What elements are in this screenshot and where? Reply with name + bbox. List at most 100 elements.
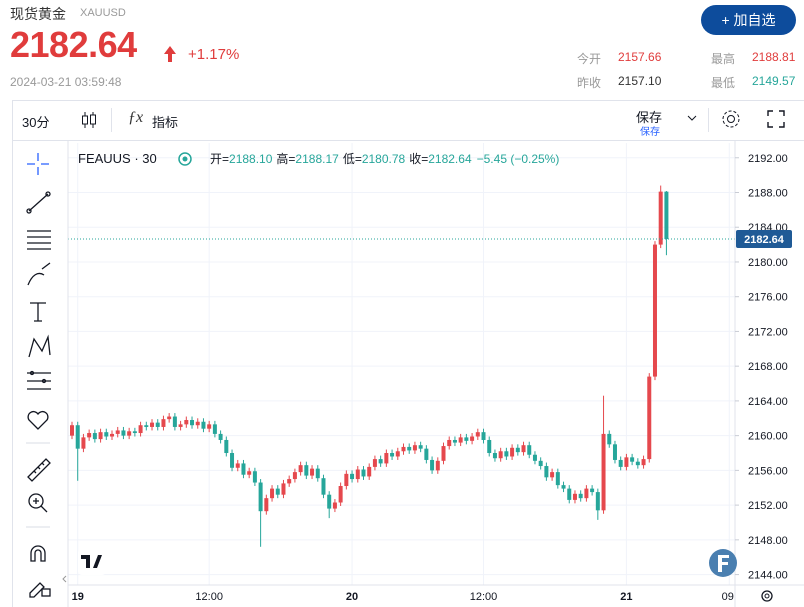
brush-tool[interactable] bbox=[27, 262, 51, 286]
candle-body bbox=[544, 466, 549, 478]
candle-body bbox=[98, 432, 103, 440]
candle-body bbox=[218, 433, 223, 440]
candle-body bbox=[264, 498, 269, 512]
candle-body bbox=[378, 459, 383, 464]
candle-body bbox=[298, 465, 303, 473]
candle-body bbox=[395, 451, 400, 457]
legend-value: 2188.10 bbox=[229, 152, 273, 166]
y-tick-label: 2176.00 bbox=[748, 292, 788, 304]
fib-tool[interactable] bbox=[27, 230, 51, 250]
candle-body bbox=[270, 488, 275, 499]
favorite-tool[interactable] bbox=[27, 410, 49, 430]
legend-label: 高= bbox=[276, 151, 295, 166]
candle-body bbox=[481, 432, 486, 440]
candle-body bbox=[281, 483, 286, 495]
candle-body bbox=[658, 191, 663, 245]
candle-body bbox=[195, 421, 200, 426]
candle-body bbox=[652, 244, 657, 377]
candle-body bbox=[407, 446, 412, 451]
add-watchlist-button[interactable]: + 加自选 bbox=[701, 5, 796, 35]
axis-settings bbox=[761, 590, 773, 602]
candle-body bbox=[470, 436, 475, 441]
last-price-label: 2182.64 bbox=[744, 234, 785, 246]
save-dropdown[interactable] bbox=[686, 112, 698, 124]
candle-body bbox=[235, 463, 240, 468]
candle-body bbox=[567, 488, 572, 500]
prediction-tool[interactable] bbox=[27, 370, 51, 390]
candle-body bbox=[81, 437, 86, 449]
candle-body bbox=[132, 431, 137, 434]
candle-body bbox=[241, 463, 246, 475]
title: 现货黄金 bbox=[10, 6, 66, 22]
candle-body bbox=[87, 433, 92, 438]
candle-body bbox=[532, 454, 537, 461]
candle-body bbox=[618, 459, 623, 467]
candle-body bbox=[624, 457, 629, 467]
candle-body bbox=[207, 424, 212, 429]
stat-label: 最高 bbox=[711, 52, 736, 66]
indicators-button[interactable]: 指标 bbox=[152, 115, 179, 130]
magnet-tool[interactable] bbox=[30, 545, 46, 562]
candle-body bbox=[287, 479, 292, 484]
drawing-toolbar bbox=[26, 153, 51, 598]
save-button[interactable]: 保存 bbox=[636, 110, 663, 125]
candle-body bbox=[504, 451, 509, 457]
crosshair-tool[interactable] bbox=[27, 153, 49, 175]
candle-body bbox=[550, 472, 555, 478]
candle-body bbox=[521, 445, 526, 453]
scroll-left bbox=[62, 575, 67, 583]
candle-body bbox=[630, 457, 635, 462]
legend-ohlc: 开=2188.10 高=2188.17 低=2180.78 收=2182.64 −5.4… bbox=[210, 151, 559, 166]
legend-label: 收= bbox=[409, 152, 428, 166]
candle-body bbox=[401, 446, 406, 452]
y-tick-label: 2164.00 bbox=[748, 396, 788, 408]
tradingview-logo bbox=[78, 549, 106, 575]
candle-body bbox=[555, 472, 560, 486]
candle-body bbox=[127, 431, 132, 436]
fullscreen-button[interactable] bbox=[766, 109, 786, 129]
legend-value: 2188.17 bbox=[295, 152, 339, 166]
y-tick-label: 2168.00 bbox=[748, 361, 788, 373]
stat-value: 2188.81 bbox=[752, 50, 796, 64]
settings-button[interactable] bbox=[720, 108, 742, 130]
symbol: XAUUSD bbox=[80, 7, 126, 19]
candle-body bbox=[612, 444, 617, 460]
text-tool[interactable] bbox=[30, 302, 46, 322]
candle-body bbox=[155, 422, 160, 427]
logo-bg bbox=[78, 549, 106, 575]
candle-body bbox=[224, 439, 229, 454]
save-status: 保存 bbox=[640, 127, 660, 138]
candle-body bbox=[561, 485, 566, 489]
zoom-tool[interactable] bbox=[28, 493, 48, 513]
candle-body bbox=[595, 492, 600, 511]
lock-draw-tool[interactable] bbox=[29, 582, 51, 598]
legend-change: −5.45 (−0.25%) bbox=[477, 152, 560, 166]
legend-value: 2180.78 bbox=[362, 152, 406, 166]
chart-type-button[interactable] bbox=[80, 110, 98, 130]
toolbar-divider bbox=[12, 140, 804, 141]
candle-body bbox=[247, 471, 252, 475]
change: +1.17% bbox=[188, 46, 240, 63]
pattern-tool[interactable] bbox=[28, 334, 51, 358]
candle-body bbox=[184, 420, 189, 425]
candle-body bbox=[538, 460, 543, 467]
legend-symbol: FEAUUS · 30 bbox=[78, 151, 157, 166]
x-tick-label: 21 bbox=[620, 591, 632, 603]
last-price-box bbox=[736, 230, 792, 249]
candle-body bbox=[75, 425, 80, 449]
interval-button[interactable]: 30分 bbox=[22, 115, 50, 130]
candle-body bbox=[178, 424, 183, 427]
trend-line-tool[interactable] bbox=[26, 191, 51, 214]
candle-body bbox=[607, 433, 612, 445]
candle-body bbox=[492, 453, 497, 459]
candle-body bbox=[590, 488, 595, 493]
ruler-tool[interactable] bbox=[27, 458, 51, 482]
candle-body bbox=[104, 432, 109, 437]
candle-body bbox=[464, 437, 469, 441]
candle-body bbox=[115, 430, 120, 434]
candle-body bbox=[584, 488, 589, 499]
candle-body bbox=[110, 433, 115, 437]
candle-body bbox=[361, 469, 366, 477]
